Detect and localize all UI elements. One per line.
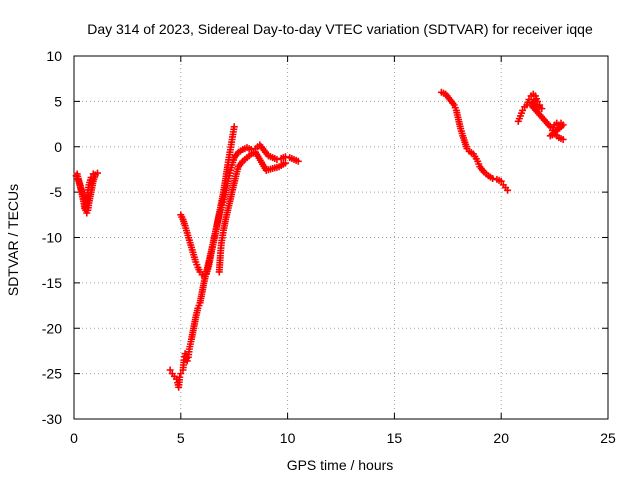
data-point bbox=[559, 135, 567, 143]
y-tick-label: 0 bbox=[54, 139, 62, 155]
data-point bbox=[273, 155, 281, 163]
y-tick-label: -30 bbox=[42, 411, 62, 427]
x-axis-label: GPS time / hours bbox=[287, 457, 394, 473]
y-tick-label: -5 bbox=[50, 184, 63, 200]
data-point bbox=[546, 123, 554, 131]
data-point bbox=[504, 186, 512, 194]
data-point bbox=[166, 366, 174, 374]
x-tick-label: 15 bbox=[387, 430, 403, 446]
data-point bbox=[230, 123, 238, 131]
y-tick-label: -20 bbox=[42, 320, 62, 336]
y-tick-label: -25 bbox=[42, 366, 62, 382]
data-point bbox=[519, 106, 527, 114]
data-point bbox=[176, 373, 184, 381]
data-point bbox=[525, 96, 533, 104]
y-tick-label: 10 bbox=[46, 48, 62, 64]
data-point bbox=[497, 177, 505, 185]
data-point bbox=[93, 169, 101, 177]
grid-lines bbox=[74, 56, 608, 419]
data-point bbox=[89, 170, 97, 178]
y-tick-label: -10 bbox=[42, 230, 62, 246]
y-tick-label: -15 bbox=[42, 275, 62, 291]
data-point bbox=[281, 153, 289, 161]
y-tick-label: 5 bbox=[54, 93, 62, 109]
data-point bbox=[294, 157, 302, 165]
data-point bbox=[281, 159, 289, 167]
data-point bbox=[183, 357, 191, 365]
y-axis-label: SDTVAR / TECUs bbox=[5, 184, 21, 296]
data-points bbox=[72, 88, 567, 391]
x-tick-label: 10 bbox=[280, 430, 296, 446]
data-point bbox=[87, 174, 95, 182]
x-tick-label: 20 bbox=[493, 430, 509, 446]
x-tick-label: 0 bbox=[70, 430, 78, 446]
x-tick-label: 5 bbox=[177, 430, 185, 446]
data-point bbox=[489, 175, 497, 183]
x-tick-label: 25 bbox=[600, 430, 616, 446]
axis-ticks: 0 5 10 15 20 25 -30 -25 -20 -15 -10 -5 0 5 10 bbox=[42, 48, 616, 446]
data-point bbox=[177, 370, 185, 378]
chart-title: Day 314 of 2023, Sidereal Day-to-day VTE… bbox=[87, 21, 593, 37]
